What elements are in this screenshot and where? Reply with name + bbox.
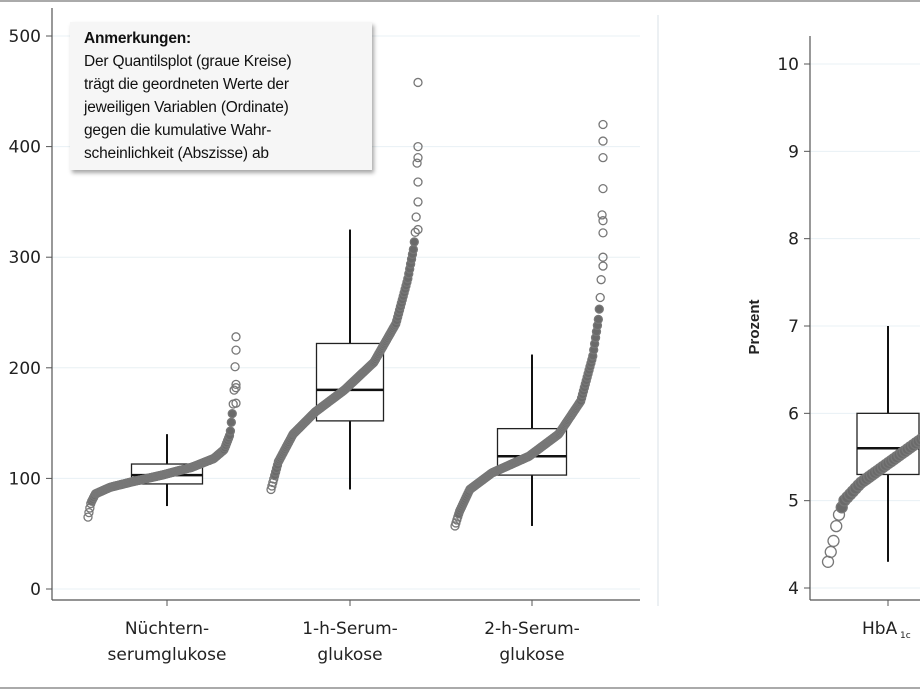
y-tick-label: 300 xyxy=(9,248,41,268)
quantile-point xyxy=(226,417,236,427)
quantile-point xyxy=(230,362,240,372)
quantile-point xyxy=(411,212,421,222)
y-tick-label: 400 xyxy=(9,138,41,158)
quantile-point xyxy=(598,228,608,238)
hba1c-panel: 4 5 6 7 8 9 10 HbA 1c xyxy=(777,36,920,641)
quantile-point xyxy=(84,507,94,518)
annotation-box: Anmerkungen: Der Quantilsplot (graue Kre… xyxy=(70,22,372,170)
quantile-point xyxy=(413,141,423,152)
y-tick-label: 7 xyxy=(788,317,799,337)
x-tick-label: HbA xyxy=(862,619,898,639)
annotation-line: scheinlichkeit (Abszisse) ab xyxy=(84,145,269,162)
x-tick-label: 1-h-Serum- xyxy=(302,619,398,639)
x-tick-label: glukose xyxy=(499,645,564,665)
quantile-point xyxy=(225,426,236,436)
quantile-point xyxy=(231,398,241,408)
y-tick-label: 9 xyxy=(788,142,799,162)
quantile-point xyxy=(413,197,423,207)
y-tick-label: 100 xyxy=(9,469,41,489)
quantile-point xyxy=(231,379,241,390)
quantile-point xyxy=(227,408,237,419)
quantile-point xyxy=(412,158,422,168)
x-tick-label: 2-h-Serum- xyxy=(484,619,580,639)
quantile-point xyxy=(83,512,93,522)
quantile-point xyxy=(824,545,837,559)
y-tick-label: 10 xyxy=(777,55,799,75)
x-tick-label-subscript: 1c xyxy=(900,631,911,641)
y-axis-label: Prozent xyxy=(746,299,763,354)
quantile-point xyxy=(410,227,420,237)
quantile-point xyxy=(598,183,608,194)
quantile-point xyxy=(598,261,608,271)
annotation-line: gegen die kumulative Wahr- xyxy=(84,122,272,139)
glucose-panel: 0 100 200 300 400 500 Nüchtern-serumglukose 1-h… xyxy=(9,8,640,665)
quantile-point xyxy=(413,177,423,187)
x-tick-label: serumglukose xyxy=(108,645,227,665)
quantile-point xyxy=(593,314,603,325)
quantile-point xyxy=(413,153,423,163)
quantile-point xyxy=(231,332,241,342)
quantile-point xyxy=(408,244,419,255)
y-tick-label: 8 xyxy=(788,230,799,250)
y-tick-label: 5 xyxy=(788,492,799,512)
y-tick-label: 6 xyxy=(788,404,799,424)
x-tick-label: glukose xyxy=(317,645,382,665)
y-tick-label: 200 xyxy=(9,359,41,379)
quantile-point xyxy=(595,292,605,303)
quantile-point xyxy=(409,237,419,247)
quantile-point xyxy=(597,210,607,220)
quantile-point xyxy=(594,304,604,314)
quantile-point xyxy=(598,136,608,146)
y-tick-label: 4 xyxy=(788,579,799,599)
annotation-line: trägt die geordneten Werte der xyxy=(84,76,289,93)
quantile-point xyxy=(598,216,608,226)
y-tick-label: 0 xyxy=(30,580,41,600)
quantile-point xyxy=(598,119,608,130)
annotation-title: Anmerkungen: xyxy=(84,30,191,47)
quantile-point xyxy=(231,345,241,355)
y-tick-label: 500 xyxy=(9,27,41,47)
quantile-point xyxy=(413,77,423,88)
quantile-point xyxy=(229,385,239,395)
quantile-point xyxy=(827,534,840,548)
quantile-point xyxy=(598,252,608,262)
annotation-line: jeweiligen Variablen (Ordinate) xyxy=(84,99,289,116)
quantile-point xyxy=(598,153,608,163)
quantile-point xyxy=(830,519,843,533)
annotation-line: Der Quantilsplot (graue Kreise) xyxy=(84,53,292,70)
quantile-point xyxy=(231,383,241,393)
quantile-point xyxy=(413,224,423,235)
quantile-point xyxy=(596,275,606,285)
x-tick-label: Nüchtern- xyxy=(125,619,209,639)
